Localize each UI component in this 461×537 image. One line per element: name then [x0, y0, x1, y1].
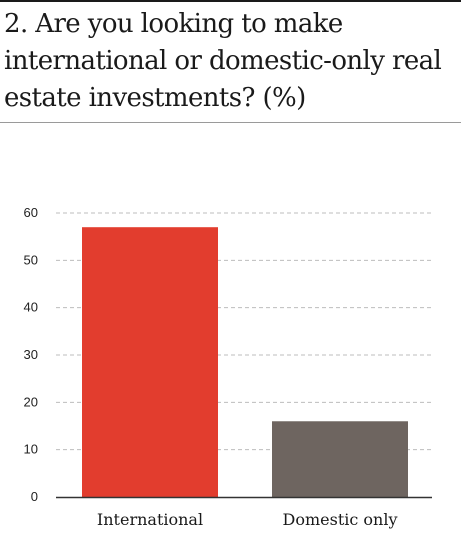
y-tick-label: 50: [24, 252, 38, 267]
bar-international: [82, 227, 218, 497]
top-rule: [0, 0, 461, 2]
y-tick-label: 40: [24, 300, 38, 315]
x-axis-categories: International Domestic only: [97, 510, 398, 529]
y-axis-ticks: 0 10 20 30 40 50 60: [24, 205, 38, 504]
bar-domestic-only: [272, 421, 408, 497]
y-tick-label: 10: [24, 442, 38, 457]
y-tick-label: 20: [24, 394, 38, 409]
x-category-label: International: [97, 510, 203, 529]
title-divider: [0, 122, 461, 123]
y-tick-label: 60: [24, 205, 38, 220]
chart-title: 2. Are you looking to make international…: [4, 9, 442, 113]
y-tick-label: 0: [31, 489, 38, 504]
y-tick-label: 30: [24, 347, 38, 362]
x-category-label: Domestic only: [283, 510, 398, 529]
bars: [82, 227, 408, 497]
